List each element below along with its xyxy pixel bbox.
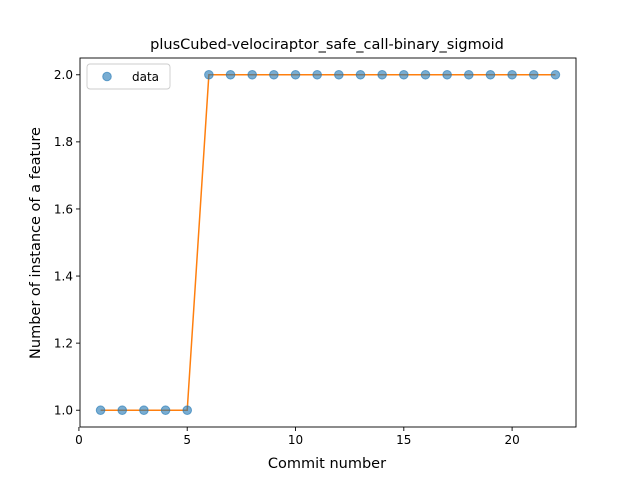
- legend: data: [86, 63, 171, 90]
- data-point: [442, 69, 452, 80]
- data-points-layer: [95, 69, 561, 416]
- y-tick-label: 1.6: [54, 202, 73, 216]
- data-point: [420, 69, 431, 80]
- data-point: [182, 405, 193, 416]
- y-axis-label: Number of instance of a feature: [28, 127, 44, 359]
- legend-box: [86, 63, 171, 90]
- data-point: [204, 69, 214, 80]
- x-tick-label: 15: [396, 433, 411, 447]
- fit-line: [100, 74, 556, 411]
- data-point: [95, 405, 106, 416]
- x-tick-label: 0: [75, 433, 83, 447]
- y-axis: 1.0 1.2 1.4 1.6 1.8 2.0: [54, 68, 80, 418]
- data-point: [355, 69, 366, 80]
- data-point: [269, 69, 279, 80]
- data-point: [507, 69, 517, 80]
- data-point: [463, 69, 474, 80]
- data-point: [312, 69, 322, 80]
- plot-area: [79, 57, 577, 428]
- x-axis-label: Commit number: [268, 456, 386, 472]
- data-point: [290, 69, 301, 80]
- data-point: [485, 69, 496, 80]
- data-point: [139, 405, 149, 416]
- data-point: [247, 69, 257, 80]
- x-tick-label: 10: [288, 433, 303, 447]
- data-point: [117, 405, 128, 416]
- data-point: [334, 69, 344, 80]
- x-axis: 0 5 10 15 20: [75, 427, 520, 447]
- y-tick-label: 1.0: [54, 404, 73, 418]
- y-tick-label: 2.0: [54, 68, 73, 82]
- chart-title: plusCubed-velociraptor_safe_call-binary_…: [150, 37, 504, 53]
- fit-line-layer: [100, 74, 556, 411]
- y-tick-label: 1.8: [54, 135, 73, 149]
- axes-frame: [79, 57, 577, 428]
- x-tick-label: 5: [183, 433, 191, 447]
- data-point: [160, 405, 171, 416]
- x-tick-label: 20: [504, 433, 519, 447]
- data-point: [377, 69, 387, 80]
- legend-marker-data: [102, 71, 112, 82]
- y-tick-label: 1.4: [54, 269, 73, 283]
- data-point: [225, 69, 236, 80]
- data-point: [550, 69, 561, 80]
- legend-label-data: data: [132, 70, 159, 84]
- data-point: [528, 69, 539, 80]
- y-tick-label: 1.2: [54, 336, 73, 350]
- data-point: [399, 69, 409, 80]
